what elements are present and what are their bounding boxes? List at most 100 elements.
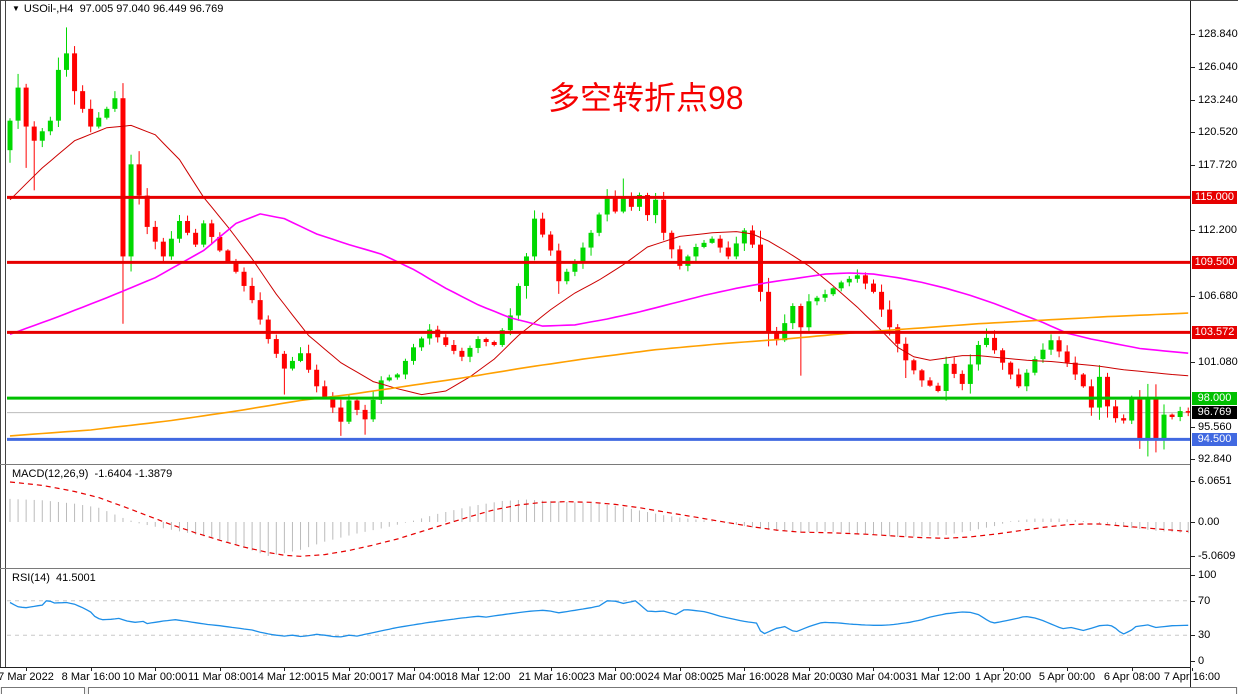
axis-tick (1191, 362, 1195, 363)
rsi-value: 41.5001 (56, 572, 96, 584)
candle-bearish (1056, 340, 1062, 352)
date-tick (1192, 668, 1193, 671)
candle-bullish (104, 108, 110, 118)
candle-bullish (419, 338, 425, 348)
date-label: 8 Mar 16:00 (61, 671, 121, 683)
axis-tick (1191, 100, 1195, 101)
candle-bullish (386, 377, 392, 381)
candle-bearish (1105, 376, 1111, 407)
candle-bullish (830, 288, 836, 295)
candle-bullish (402, 360, 408, 375)
ma-mid-magenta (9, 213, 1189, 354)
candle-bearish (661, 199, 667, 233)
candle-bearish (233, 261, 239, 272)
candle-bullish (967, 364, 973, 384)
macd-values: -1.6404 -1.3879 (94, 468, 173, 480)
candle-bearish (1080, 374, 1086, 387)
minimized-chart-tab[interactable] (1, 687, 85, 694)
candle-bullish (636, 195, 642, 207)
candle-bearish (1008, 362, 1014, 375)
symbol-dropdown-icon[interactable]: ▼ (12, 4, 20, 13)
price-level-badge: 103.572 (1192, 326, 1237, 339)
candle-bearish (895, 327, 901, 344)
ma-slow-orange (9, 312, 1189, 437)
candle-bullish (7, 120, 13, 151)
candle-bearish (959, 373, 965, 384)
price-level-badge: 109.500 (1192, 256, 1237, 269)
candle-bullish (822, 294, 828, 298)
candle-bullish (604, 196, 610, 215)
candle-bearish (919, 370, 925, 381)
macd-tick-label: 6.0651 (1198, 475, 1232, 487)
candle-bearish (88, 108, 94, 127)
date-label: 25 Mar 16:00 (711, 671, 777, 683)
candle-bearish (120, 98, 126, 257)
window-left-border (0, 1, 1, 694)
date-label: 23 Mar 00:00 (582, 671, 648, 683)
axis-tick (1191, 67, 1195, 68)
candle-bullish (467, 347, 473, 357)
axis-tick (1191, 575, 1195, 576)
rsi-tick-label: 30 (1198, 629, 1211, 641)
axis-tick (1191, 556, 1195, 557)
main-price-chart[interactable] (7, 3, 1191, 464)
candle-bearish (1185, 411, 1191, 413)
date-tick (91, 668, 92, 671)
candle-bearish (265, 319, 271, 340)
candle-bullish (289, 360, 295, 369)
price-tick-label: 92.840 (1198, 453, 1232, 465)
date-label: 17 Mar 04:00 (381, 671, 447, 683)
rsi-indicator-pane[interactable] (7, 570, 1191, 667)
minimized-chart-tab[interactable] (88, 687, 1237, 694)
date-tick (873, 668, 874, 671)
rsi-name: RSI(14) (12, 572, 50, 584)
price-tick-label: 123.240 (1198, 94, 1238, 106)
rsi-tick-label: 70 (1198, 595, 1211, 607)
pane-separator[interactable] (0, 568, 1190, 569)
candle-bullish (741, 230, 747, 244)
date-label: 7 Apr 16:00 (1163, 671, 1221, 683)
rsi-tick-label: 100 (1198, 569, 1217, 581)
candle-bullish (838, 282, 844, 289)
macd-indicator-pane[interactable] (7, 466, 1191, 568)
date-tick (1132, 668, 1133, 671)
candle-bearish (612, 196, 618, 212)
candle-bullish (572, 262, 578, 272)
candle-bearish (80, 91, 86, 109)
pane-separator[interactable] (0, 464, 1190, 465)
chart-annotation-text: 多空转折点98 (548, 80, 744, 116)
date-label: 1 Apr 20:00 (974, 671, 1032, 683)
candle-bullish (201, 223, 207, 245)
candle-bullish (846, 278, 852, 283)
candle-bullish (532, 218, 538, 257)
price-tick-label: 106.680 (1198, 290, 1238, 302)
candle-bullish (983, 337, 989, 345)
candle-bullish (370, 399, 376, 420)
symbol-label: USOil-,H4 (23, 3, 74, 15)
current-price-badge: 96.769 (1192, 406, 1237, 419)
candle-bullish (564, 271, 570, 282)
candle-bullish (1048, 340, 1054, 350)
candle-bullish (1040, 349, 1046, 360)
axis-tick (1191, 34, 1195, 35)
candle-bearish (935, 385, 941, 392)
price-axis[interactable]: 128.840 126.040 123.240 120.520 117.720 112.2… (1190, 1, 1238, 687)
candle-bearish (870, 283, 876, 292)
symbol-quote-line: ▼ USOil-,H4 97.005 97.040 96.449 96.769 (12, 3, 223, 15)
candle-bearish (951, 363, 957, 374)
candle-bullish (943, 363, 949, 392)
candle-bearish (1000, 350, 1006, 363)
candle-bullish (298, 353, 304, 361)
candle-bullish (507, 315, 513, 331)
date-axis[interactable]: 7 Mar 2022 8 Mar 16:00 10 Mar 00:00 11 M… (0, 667, 1220, 688)
date-label: 5 Apr 00:00 (1038, 671, 1096, 683)
candle-bearish (798, 306, 804, 328)
candle-bearish (1169, 414, 1175, 417)
candle-bullish (96, 117, 102, 127)
candle-bearish (766, 291, 772, 332)
candle-bearish (556, 250, 562, 282)
candle-bearish (1153, 398, 1159, 439)
minimized-windows-strip (0, 687, 1238, 694)
candle-bullish (1129, 399, 1135, 421)
